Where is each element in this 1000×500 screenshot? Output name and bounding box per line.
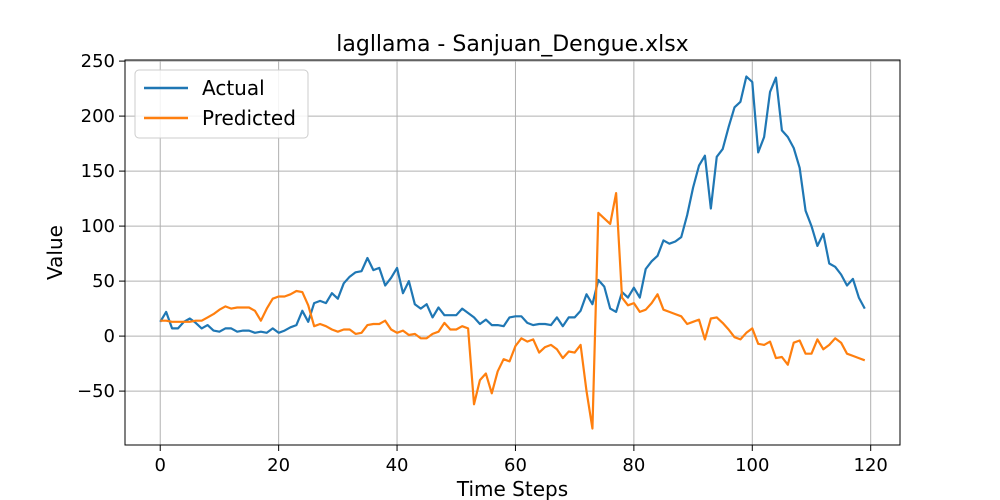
x-tick-label: 20: [267, 455, 290, 476]
chart-title: lagllama - Sanjuan_Dengue.xlsx: [336, 32, 688, 57]
y-tick-label: 0: [104, 326, 115, 347]
grid: [125, 60, 900, 445]
y-tick-label: 150: [81, 161, 115, 182]
x-tick-label: 80: [622, 455, 645, 476]
plot-frame: [124, 59, 901, 446]
legend-label-predicted: Predicted: [202, 106, 296, 130]
ticks: 0 20 40 60 80 100 120 −50 0 50 100 150 200 250: [77, 51, 888, 476]
x-tick-label: 40: [386, 455, 409, 476]
y-tick-label: 100: [81, 216, 115, 237]
y-tick-label: −50: [77, 381, 115, 402]
series-lines: [159, 75, 866, 430]
y-axis-title: Value: [43, 225, 67, 280]
x-tick-label: 0: [155, 455, 166, 476]
x-axis-title: Time Steps: [456, 477, 568, 500]
y-tick-label: 200: [81, 106, 115, 127]
y-tick-label: 250: [81, 51, 115, 72]
x-tick-label: 120: [854, 455, 888, 476]
series-line-actual: [159, 75, 866, 334]
legend-label-actual: Actual: [202, 76, 265, 100]
legend: Actual Predicted: [134, 69, 309, 139]
x-tick-label: 60: [504, 455, 527, 476]
series-line-predicted: [160, 192, 866, 430]
x-tick-label: 100: [735, 455, 769, 476]
y-tick-label: 50: [92, 271, 115, 292]
